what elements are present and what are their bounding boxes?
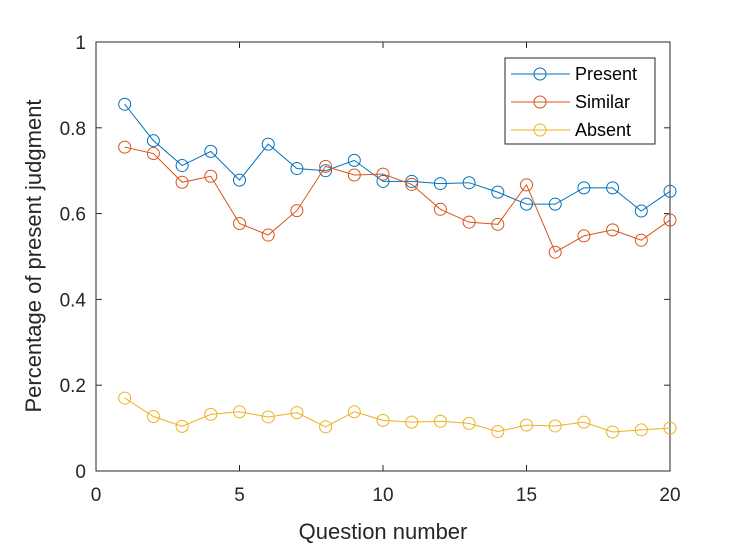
y-tick-label: 0.2 — [60, 376, 86, 397]
x-tick-label: 5 — [234, 485, 245, 506]
y-tick-label: 0 — [75, 462, 86, 483]
x-tick-label: 20 — [659, 485, 680, 506]
y-tick-label: 0.8 — [60, 119, 86, 140]
legend-label-absent: Absent — [575, 120, 631, 140]
x-tick-label: 0 — [91, 485, 102, 506]
x-axis-title: Question number — [299, 519, 468, 544]
y-axis-title: Percentage of present judgment — [21, 99, 46, 412]
x-tick-label: 10 — [372, 485, 393, 506]
legend-label-present: Present — [575, 64, 637, 84]
legend-label-similar: Similar — [575, 92, 630, 112]
y-tick-label: 1 — [75, 33, 86, 54]
x-tick-label: 15 — [516, 485, 537, 506]
legend: Present Similar Absent — [505, 58, 655, 144]
y-tick-label: 0.4 — [60, 290, 87, 311]
y-tick-label: 0.6 — [60, 205, 86, 226]
